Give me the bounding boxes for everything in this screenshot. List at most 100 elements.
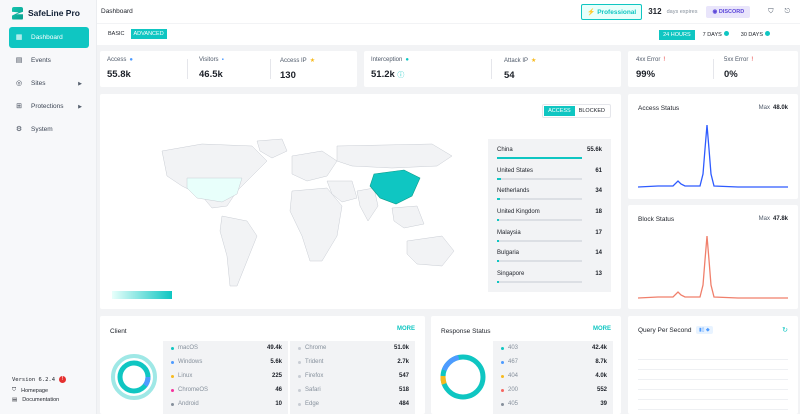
discord-button[interactable]: ◉ DISCORD [706, 5, 751, 18]
response-status-title: Response Status [441, 328, 491, 335]
stat-label: 5xx Error [724, 57, 749, 63]
range-24-hours[interactable]: 24 HOURS [659, 29, 695, 40]
tab-advanced[interactable]: ADVANCED [130, 29, 167, 39]
country-name: Bulgaria [497, 250, 520, 257]
country-row[interactable]: United Kingdom 18 [495, 204, 604, 225]
country-name: Malaysia [497, 229, 521, 236]
page-title: Dashboard [101, 8, 133, 15]
row-label: macOS [178, 345, 199, 351]
stat-value: 51.2k ⓘ [371, 69, 405, 80]
access-status-chart[interactable] [638, 119, 788, 189]
response-code-list: 403 42.4k 467 8.7k 404 4.0k 200 552 405 39 [493, 341, 613, 414]
row-value: 2.7k [397, 359, 409, 365]
response-code-row: 403 [501, 345, 518, 351]
toggle-blocked[interactable]: BLOCKED [578, 108, 605, 114]
mode-tabs: BASIC ADVANCED [105, 29, 167, 39]
block-status-line [638, 235, 788, 299]
country-row[interactable]: Singapore 13 [495, 266, 604, 287]
country-row[interactable]: United States 61 [495, 163, 604, 184]
homepage-label: Homepage [21, 387, 49, 394]
traffic-stats-card: Access ● 55.8k Visitors ▪ 46.5k Access IP ★… [100, 51, 357, 87]
app-name: SafeLine Pro [28, 8, 80, 18]
client-os-row: ChromeOS [171, 387, 208, 393]
qps-chart-grid [638, 350, 788, 414]
license-days-suffix: days expires [666, 8, 698, 15]
client-more-link[interactable]: MORE [397, 326, 415, 332]
version-text: Version 6.2.4 [12, 376, 56, 383]
row-value: 8.7k [595, 359, 607, 365]
client-card: Client MORE macOS 49.4k Windows 5.6k Linux 22… [100, 316, 425, 414]
documentation-link[interactable]: ▤ Documentation [12, 397, 66, 403]
world-map-card: ACCESS BLOCKED China 55.6k United States 61… [100, 94, 621, 309]
discord-icon: ◉ [712, 8, 718, 15]
toggle-access[interactable]: ACCESS [544, 106, 575, 116]
homepage-link[interactable]: ⛉ Homepage [12, 387, 66, 394]
row-value: 51.0k [393, 345, 409, 351]
country-row[interactable]: China 55.6k [495, 142, 604, 163]
row-value: 49.4k [266, 345, 282, 351]
row-label: Windows [178, 359, 203, 365]
refresh-icon[interactable]: ↻ [782, 327, 788, 334]
country-row[interactable]: Netherlands 34 [495, 183, 604, 204]
legend-dot [171, 374, 174, 378]
shield-icon[interactable]: ⛉ [768, 7, 774, 15]
response-status-card: Response Status MORE 403 42.4k 467 8.7k 404 4… [431, 316, 621, 414]
row-value: 42.4k [591, 345, 607, 351]
block-status-max: Max 47.8k [759, 216, 788, 222]
edition-button[interactable]: ⚡ Professional [581, 3, 643, 20]
map-north-america [161, 143, 268, 209]
app-logo[interactable]: SafeLine Pro [0, 0, 96, 22]
country-row[interactable]: Malaysia 17 [495, 225, 604, 246]
stat-interception: Interception ● 51.2k ⓘ [371, 57, 409, 80]
sidebar-item-events[interactable]: ▤ Events [9, 50, 89, 71]
country-bar [497, 281, 582, 284]
country-name: Singapore [497, 271, 525, 278]
country-value: 61 [595, 167, 602, 174]
response-code-row: 404 [501, 373, 518, 379]
update-badge[interactable]: ! [59, 376, 67, 383]
client-browser-row: Chrome [298, 345, 326, 351]
legend-dot [501, 402, 504, 406]
legend-dot [501, 360, 504, 364]
version-info: Version 6.2.4 ! [12, 376, 67, 383]
legend-dot [171, 360, 174, 364]
client-os-list: macOS 49.4k Windows 5.6k Linux 225 ChromeOS 46 A… [163, 341, 288, 414]
client-os-row: Windows [171, 359, 202, 365]
row-label: 403 [508, 345, 519, 351]
row-value: 39 [600, 401, 607, 407]
range-7-days[interactable]: 7 DAYS [699, 29, 733, 40]
block-status-chart[interactable] [638, 230, 788, 300]
world-map[interactable] [142, 136, 472, 296]
qps-title: Query Per Second [638, 327, 692, 334]
range-30-days[interactable]: 30 DAYS [737, 29, 774, 40]
response-more-link[interactable]: MORE [593, 326, 611, 332]
country-bar [497, 219, 582, 222]
map-legend-gradient [112, 291, 172, 299]
client-browser-row: Edge [298, 401, 319, 407]
map-south-america [219, 215, 258, 287]
legend-dot [171, 402, 174, 406]
sidebar-item-dashboard[interactable]: ▦ Dashboard [9, 27, 89, 48]
legend-dot [298, 374, 301, 378]
client-os-row: macOS [171, 345, 198, 351]
client-donut-chart[interactable] [109, 352, 159, 402]
sidebar-item-sites[interactable]: ◎ Sites ▶ [9, 73, 89, 94]
qps-chart-type-icon[interactable]: ▮▯ ◆ [696, 326, 713, 334]
legend-dot [298, 402, 301, 406]
protections-icon: ⊞ [16, 102, 22, 110]
legend-dot [298, 346, 301, 350]
country-bar [497, 198, 582, 201]
row-value: 484 [398, 401, 409, 407]
map-toggle: ACCESS BLOCKED [542, 104, 611, 118]
country-row[interactable]: Bulgaria 14 [495, 245, 604, 266]
map-europe [291, 150, 338, 182]
tab-basic[interactable]: BASIC [108, 31, 125, 37]
sidebar-item-protections[interactable]: ⊞ Protections ▶ [9, 96, 89, 117]
row-label: Linux [178, 373, 193, 379]
sidebar-item-system[interactable]: ⚙ System [9, 119, 89, 140]
logout-icon[interactable]: ⎋ [784, 7, 790, 15]
row-label: Safari [305, 387, 321, 393]
info-icon[interactable]: ⓘ [397, 72, 405, 79]
response-donut-chart[interactable] [438, 352, 488, 402]
stat-value: 46.5k [199, 69, 223, 80]
